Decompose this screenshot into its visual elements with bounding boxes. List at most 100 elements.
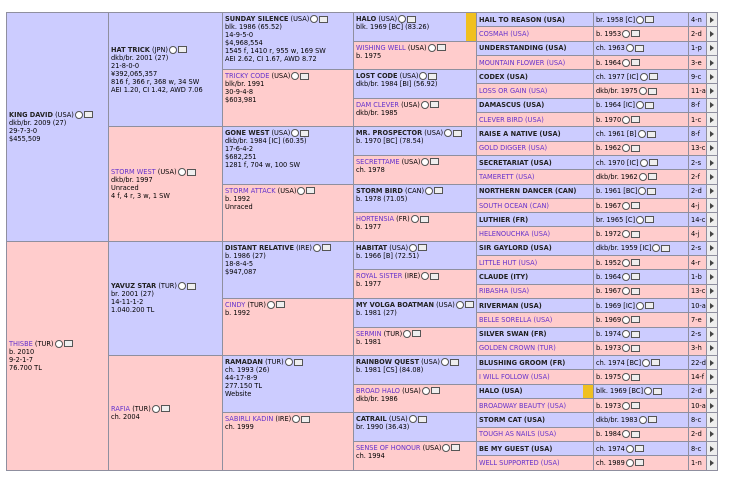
- ancestor-name[interactable]: UNDERSTANDING: [479, 44, 544, 53]
- info-icon[interactable]: [310, 15, 319, 23]
- info-icon[interactable]: [652, 244, 661, 253]
- info-icon[interactable]: [409, 243, 418, 252]
- ancestor-name[interactable]: RAISE A NATIVE: [479, 130, 538, 139]
- expand-arrow[interactable]: [706, 226, 718, 242]
- photo-icon[interactable]: [647, 173, 657, 181]
- photo-icon[interactable]: [160, 405, 170, 413]
- ancestor-name[interactable]: HALO: [479, 387, 500, 396]
- info-icon[interactable]: [312, 243, 321, 252]
- photo-icon[interactable]: [661, 244, 671, 252]
- info-icon[interactable]: [427, 43, 436, 52]
- photo-icon[interactable]: [646, 130, 656, 138]
- arrow-icon[interactable]: [710, 416, 714, 423]
- info-icon[interactable]: [622, 230, 631, 239]
- info-icon[interactable]: [625, 44, 634, 53]
- photo-icon[interactable]: [631, 230, 641, 238]
- horse-name[interactable]: MR. PROSPECTOR: [356, 129, 423, 138]
- photo-icon[interactable]: [631, 259, 641, 267]
- info-icon[interactable]: [421, 272, 430, 281]
- photo-icon[interactable]: [83, 111, 93, 119]
- expand-arrow[interactable]: [706, 40, 718, 56]
- expand-arrow[interactable]: [706, 455, 718, 471]
- info-icon[interactable]: [442, 443, 451, 452]
- info-icon[interactable]: [266, 300, 275, 309]
- horse-name[interactable]: KING DAVID: [9, 110, 53, 119]
- expand-arrow[interactable]: [706, 54, 718, 71]
- info-icon[interactable]: [635, 301, 644, 310]
- ancestor-name[interactable]: WELL SUPPORTED: [479, 458, 539, 467]
- arrow-icon[interactable]: [710, 131, 714, 138]
- ancestor-name[interactable]: BROADWAY BEAUTY: [479, 401, 546, 410]
- horse-name[interactable]: TRICKY CODE: [225, 72, 270, 81]
- photo-icon[interactable]: [634, 445, 644, 453]
- arrow-icon[interactable]: [710, 345, 714, 352]
- photo-icon[interactable]: [453, 129, 463, 137]
- expand-arrow[interactable]: [706, 112, 718, 128]
- ancestor-name[interactable]: CODEX: [479, 72, 505, 81]
- info-icon[interactable]: [638, 415, 647, 424]
- expand-arrow[interactable]: [706, 140, 718, 156]
- photo-icon[interactable]: [631, 373, 641, 381]
- ancestor-name[interactable]: LITTLE HUT: [479, 258, 517, 267]
- ancestor-name[interactable]: SECRETARIAT: [479, 158, 529, 167]
- info-icon[interactable]: [291, 129, 300, 138]
- photo-icon[interactable]: [631, 116, 641, 124]
- expand-arrow[interactable]: [706, 69, 718, 85]
- photo-icon[interactable]: [449, 358, 459, 366]
- photo-icon[interactable]: [645, 16, 655, 24]
- arrow-icon[interactable]: [710, 359, 714, 366]
- photo-icon[interactable]: [301, 415, 311, 423]
- photo-icon[interactable]: [434, 187, 444, 195]
- arrow-icon[interactable]: [710, 231, 714, 238]
- ancestor-name[interactable]: DAMASCUS: [479, 101, 521, 110]
- info-icon[interactable]: [622, 115, 631, 124]
- info-icon[interactable]: [622, 344, 631, 353]
- photo-icon[interactable]: [647, 187, 657, 195]
- photo-icon[interactable]: [631, 287, 641, 295]
- arrow-icon[interactable]: [710, 73, 714, 80]
- info-icon[interactable]: [421, 386, 430, 395]
- photo-icon[interactable]: [429, 101, 439, 109]
- info-icon[interactable]: [636, 15, 645, 24]
- info-icon[interactable]: [398, 15, 407, 23]
- expand-arrow[interactable]: [706, 426, 718, 442]
- info-icon[interactable]: [644, 387, 653, 396]
- photo-icon[interactable]: [407, 15, 417, 23]
- ancestor-name[interactable]: CLAUDE: [479, 272, 509, 281]
- arrow-icon[interactable]: [710, 102, 714, 109]
- info-icon[interactable]: [403, 329, 412, 338]
- photo-icon[interactable]: [436, 44, 446, 52]
- arrow-icon[interactable]: [710, 173, 714, 180]
- arrow-icon[interactable]: [710, 402, 714, 409]
- ancestor-name[interactable]: HAIL TO REASON: [479, 15, 542, 24]
- horse-name[interactable]: GONE WEST: [225, 129, 270, 138]
- horse-name[interactable]: SERMIN: [356, 329, 382, 338]
- horse-name[interactable]: CATRAIL: [356, 415, 387, 424]
- ancestor-name[interactable]: SILVER SWAN: [479, 330, 529, 339]
- horse-name[interactable]: DAM CLEVER: [356, 100, 399, 109]
- photo-icon[interactable]: [631, 344, 641, 352]
- photo-icon[interactable]: [634, 459, 644, 467]
- horse-name[interactable]: CINDY: [225, 300, 246, 309]
- info-icon[interactable]: [622, 58, 631, 67]
- info-icon[interactable]: [297, 186, 306, 195]
- info-icon[interactable]: [622, 258, 631, 267]
- photo-icon[interactable]: [631, 316, 641, 324]
- horse-name[interactable]: SUNDAY SILENCE: [225, 15, 289, 23]
- info-icon[interactable]: [440, 358, 449, 367]
- info-icon[interactable]: [625, 444, 634, 453]
- info-icon[interactable]: [177, 168, 186, 177]
- horse-name[interactable]: STORM BIRD: [356, 186, 403, 195]
- ancestor-name[interactable]: BLUSHING GROOM: [479, 358, 548, 367]
- arrow-icon[interactable]: [710, 374, 714, 381]
- info-icon[interactable]: [622, 430, 631, 439]
- photo-icon[interactable]: [451, 444, 461, 452]
- horse-name[interactable]: WISHING WELL: [356, 43, 406, 52]
- info-icon[interactable]: [419, 72, 428, 81]
- ancestor-name[interactable]: STORM CAT: [479, 415, 522, 424]
- info-icon[interactable]: [622, 373, 631, 382]
- arrow-icon[interactable]: [710, 202, 714, 209]
- photo-icon[interactable]: [412, 330, 422, 338]
- photo-icon[interactable]: [306, 187, 316, 195]
- horse-name[interactable]: HALO: [356, 15, 377, 23]
